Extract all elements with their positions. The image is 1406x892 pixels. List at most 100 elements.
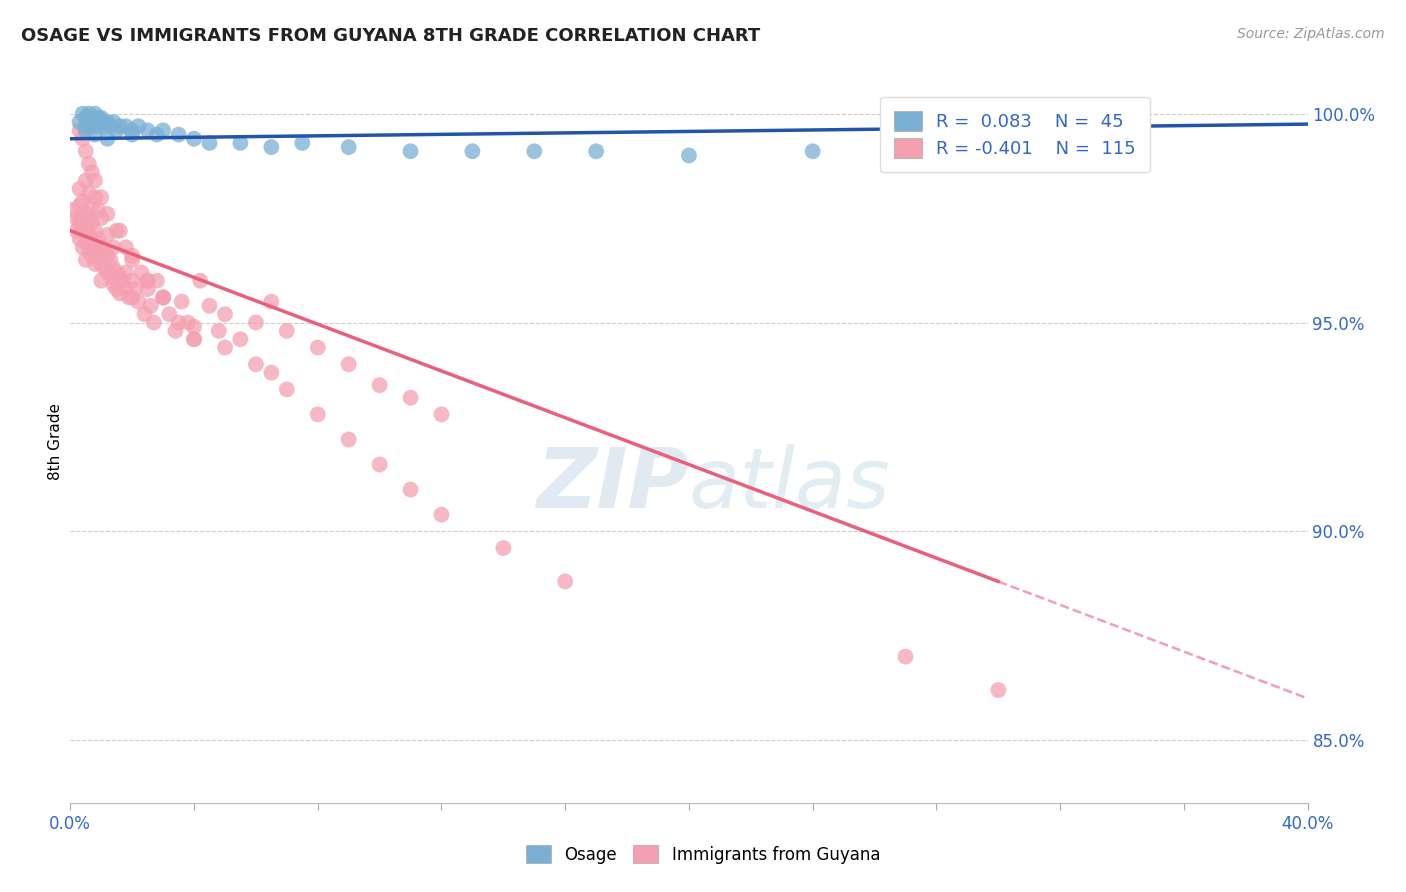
Point xyxy=(87,232,110,246)
Point xyxy=(121,252,143,267)
Point xyxy=(69,215,91,229)
Point xyxy=(139,299,162,313)
Point xyxy=(90,274,112,288)
Point xyxy=(276,382,298,396)
Point xyxy=(115,282,138,296)
Point xyxy=(96,227,118,242)
Point xyxy=(167,128,190,142)
Point xyxy=(136,274,159,288)
Point xyxy=(523,145,546,159)
Point xyxy=(77,106,100,120)
Text: Source: ZipAtlas.com: Source: ZipAtlas.com xyxy=(1237,27,1385,41)
Point xyxy=(72,240,94,254)
Point xyxy=(105,123,128,137)
Point xyxy=(80,249,103,263)
Point xyxy=(152,123,174,137)
Point xyxy=(131,265,153,279)
Point xyxy=(136,123,159,137)
Text: OSAGE VS IMMIGRANTS FROM GUYANA 8TH GRADE CORRELATION CHART: OSAGE VS IMMIGRANTS FROM GUYANA 8TH GRAD… xyxy=(21,27,761,45)
Point xyxy=(87,202,110,217)
Point xyxy=(108,269,131,284)
Point xyxy=(260,366,283,380)
Point xyxy=(399,145,422,159)
Point xyxy=(115,240,138,254)
Point xyxy=(894,649,917,664)
Point xyxy=(72,132,94,146)
Point xyxy=(337,357,360,371)
Point xyxy=(80,215,103,229)
Point xyxy=(121,128,143,142)
Point xyxy=(127,294,149,309)
Point xyxy=(72,106,94,120)
Point xyxy=(65,224,87,238)
Point xyxy=(925,148,948,162)
Point xyxy=(84,173,107,187)
Point xyxy=(72,224,94,238)
Point xyxy=(75,207,97,221)
Point xyxy=(399,391,422,405)
Point xyxy=(75,123,97,137)
Point xyxy=(93,120,115,134)
Point xyxy=(80,165,103,179)
Point xyxy=(146,274,169,288)
Point xyxy=(492,541,515,555)
Point xyxy=(229,136,252,150)
Point xyxy=(118,290,141,304)
Point xyxy=(276,324,298,338)
Point xyxy=(430,408,453,422)
Point xyxy=(75,236,97,251)
Point xyxy=(75,173,97,187)
Point xyxy=(214,307,236,321)
Point xyxy=(77,211,100,226)
Point xyxy=(987,683,1010,698)
Point xyxy=(124,282,146,296)
Point xyxy=(62,202,84,217)
Point xyxy=(80,120,103,134)
Point xyxy=(103,115,125,129)
Point xyxy=(84,240,107,254)
Point xyxy=(100,269,122,284)
Point xyxy=(121,123,143,137)
Point xyxy=(188,274,211,288)
Point xyxy=(100,120,122,134)
Point xyxy=(90,257,112,271)
Legend: R =  0.083    N =  45, R = -0.401    N =  115: R = 0.083 N = 45, R = -0.401 N = 115 xyxy=(880,96,1150,172)
Point xyxy=(84,128,107,142)
Point xyxy=(121,274,143,288)
Point xyxy=(69,115,91,129)
Point xyxy=(84,115,107,129)
Point xyxy=(80,111,103,125)
Point xyxy=(152,290,174,304)
Point xyxy=(90,111,112,125)
Point xyxy=(554,574,576,589)
Point xyxy=(208,324,231,338)
Point xyxy=(77,186,100,200)
Point xyxy=(72,211,94,226)
Point xyxy=(105,224,128,238)
Legend: Osage, Immigrants from Guyana: Osage, Immigrants from Guyana xyxy=(519,838,887,871)
Point xyxy=(80,232,103,246)
Point xyxy=(75,120,97,134)
Point xyxy=(103,277,125,292)
Point xyxy=(90,190,112,204)
Point xyxy=(134,307,156,321)
Point xyxy=(121,249,143,263)
Point xyxy=(260,294,283,309)
Point xyxy=(69,232,91,246)
Point xyxy=(165,324,187,338)
Point xyxy=(399,483,422,497)
Point xyxy=(678,148,700,162)
Point xyxy=(72,194,94,209)
Point xyxy=(801,145,824,159)
Point xyxy=(69,198,91,212)
Point xyxy=(93,244,115,259)
Point xyxy=(214,341,236,355)
Point xyxy=(121,290,143,304)
Point xyxy=(103,240,125,254)
Point xyxy=(585,145,607,159)
Point xyxy=(142,316,165,330)
Point xyxy=(111,274,134,288)
Point xyxy=(75,219,97,234)
Point xyxy=(183,319,205,334)
Point xyxy=(136,282,159,296)
